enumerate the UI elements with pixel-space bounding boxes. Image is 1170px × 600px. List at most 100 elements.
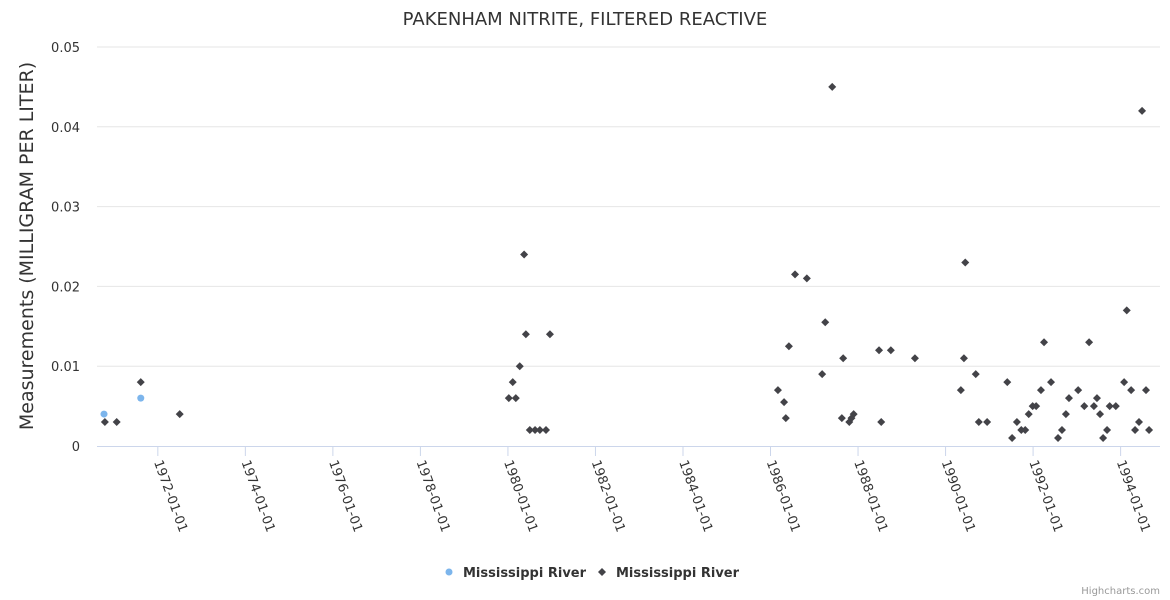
data-point bbox=[1134, 418, 1143, 427]
data-point bbox=[1024, 410, 1033, 419]
data-point bbox=[545, 330, 554, 339]
data-point bbox=[521, 330, 530, 339]
y-tick-label: 0.01 bbox=[51, 360, 80, 375]
data-point bbox=[1096, 410, 1105, 419]
data-point bbox=[956, 386, 965, 395]
legend-circle-marker-icon bbox=[445, 568, 453, 576]
data-point bbox=[802, 274, 811, 283]
x-tick-label: 1980-01-01 bbox=[500, 458, 540, 534]
data-point bbox=[1080, 402, 1089, 411]
data-point bbox=[837, 414, 846, 423]
data-points bbox=[100, 82, 1154, 443]
data-point bbox=[1008, 434, 1017, 443]
data-point bbox=[839, 354, 848, 363]
data-point bbox=[1057, 426, 1066, 435]
data-point bbox=[791, 270, 800, 279]
data-point bbox=[1111, 402, 1120, 411]
x-tick-label: 1992-01-01 bbox=[1025, 458, 1065, 534]
x-tick-label: 1974-01-01 bbox=[238, 458, 278, 534]
data-point bbox=[877, 418, 886, 427]
legend: Mississippi River Mississippi River bbox=[445, 566, 740, 581]
y-tick-label: 0.04 bbox=[51, 121, 80, 136]
legend-item-series-2[interactable]: Mississippi River bbox=[598, 566, 740, 581]
data-point bbox=[531, 426, 540, 435]
data-point bbox=[781, 414, 790, 423]
data-point bbox=[1127, 386, 1136, 395]
data-point bbox=[1131, 426, 1140, 435]
legend-label: Mississippi River bbox=[463, 566, 587, 581]
data-point bbox=[136, 378, 145, 387]
data-point bbox=[1092, 394, 1101, 403]
data-point bbox=[971, 370, 980, 379]
data-point bbox=[535, 426, 544, 435]
data-point bbox=[780, 398, 789, 407]
data-point bbox=[1021, 426, 1030, 435]
data-point bbox=[1012, 418, 1021, 427]
x-tick-label: 1994-01-01 bbox=[1113, 458, 1153, 534]
data-point bbox=[875, 346, 884, 355]
y-tick-label: 0.03 bbox=[51, 201, 80, 216]
x-tick-label: 1978-01-01 bbox=[413, 458, 453, 534]
data-point bbox=[1138, 106, 1147, 115]
y-tick-label: 0.02 bbox=[51, 280, 80, 295]
data-point bbox=[1054, 434, 1063, 443]
x-tick-label: 1988-01-01 bbox=[850, 458, 890, 534]
data-point bbox=[1040, 338, 1049, 347]
data-point bbox=[983, 418, 992, 427]
data-point bbox=[1103, 426, 1112, 435]
data-point bbox=[1085, 338, 1094, 347]
legend-item-series-1[interactable]: Mississippi River bbox=[445, 566, 587, 581]
data-point bbox=[1089, 402, 1098, 411]
data-point bbox=[1032, 402, 1041, 411]
data-point bbox=[1061, 410, 1070, 419]
data-point bbox=[137, 394, 145, 402]
data-point bbox=[821, 318, 830, 327]
data-point bbox=[175, 410, 184, 419]
x-tick-label: 1984-01-01 bbox=[675, 458, 715, 534]
data-point bbox=[511, 394, 520, 403]
data-point bbox=[1036, 386, 1045, 395]
x-tick-label: 1986-01-01 bbox=[763, 458, 803, 534]
data-point bbox=[961, 258, 970, 267]
y-axis-ticks: 0 0.01 0.02 0.03 0.04 0.05 bbox=[51, 41, 80, 455]
data-point bbox=[959, 354, 968, 363]
data-point bbox=[886, 346, 895, 355]
data-point bbox=[100, 418, 109, 427]
legend-label: Mississippi River bbox=[616, 566, 740, 581]
data-point bbox=[508, 378, 517, 387]
data-point bbox=[1003, 378, 1012, 387]
credits-link[interactable]: Highcharts.com bbox=[1081, 586, 1160, 597]
data-point bbox=[910, 354, 919, 363]
data-point bbox=[1145, 426, 1154, 435]
data-point bbox=[849, 410, 858, 419]
data-point bbox=[1122, 306, 1131, 315]
data-point bbox=[112, 418, 121, 427]
data-point bbox=[828, 82, 837, 91]
x-axis-ticks: 1972-01-01 1974-01-01 1976-01-01 1978-01-01… bbox=[97, 446, 1160, 534]
data-point bbox=[1064, 394, 1073, 403]
data-point bbox=[525, 426, 534, 435]
data-point bbox=[1047, 378, 1056, 387]
legend-diamond-marker-icon bbox=[598, 568, 606, 576]
data-point bbox=[784, 342, 793, 351]
data-point bbox=[974, 418, 983, 427]
y-axis-title: Measurements (MILLIGRAM PER LITER) bbox=[16, 62, 38, 430]
x-tick-label: 1976-01-01 bbox=[325, 458, 365, 534]
data-point bbox=[1141, 386, 1150, 395]
x-tick-label: 1972-01-01 bbox=[150, 458, 190, 534]
data-point bbox=[773, 386, 782, 395]
data-point bbox=[515, 362, 524, 371]
data-point bbox=[100, 410, 108, 418]
data-point bbox=[1120, 378, 1129, 387]
data-point bbox=[542, 426, 551, 435]
chart-title: PAKENHAM NITRITE, FILTERED REACTIVE bbox=[403, 9, 768, 30]
data-point bbox=[1105, 402, 1114, 411]
data-point bbox=[818, 370, 827, 379]
x-tick-label: 1982-01-01 bbox=[588, 458, 628, 534]
data-point bbox=[504, 394, 513, 403]
y-tick-label: 0 bbox=[72, 440, 80, 455]
x-tick-label: 1990-01-01 bbox=[938, 458, 978, 534]
gridlines bbox=[97, 46, 1160, 367]
data-point bbox=[1099, 434, 1108, 443]
